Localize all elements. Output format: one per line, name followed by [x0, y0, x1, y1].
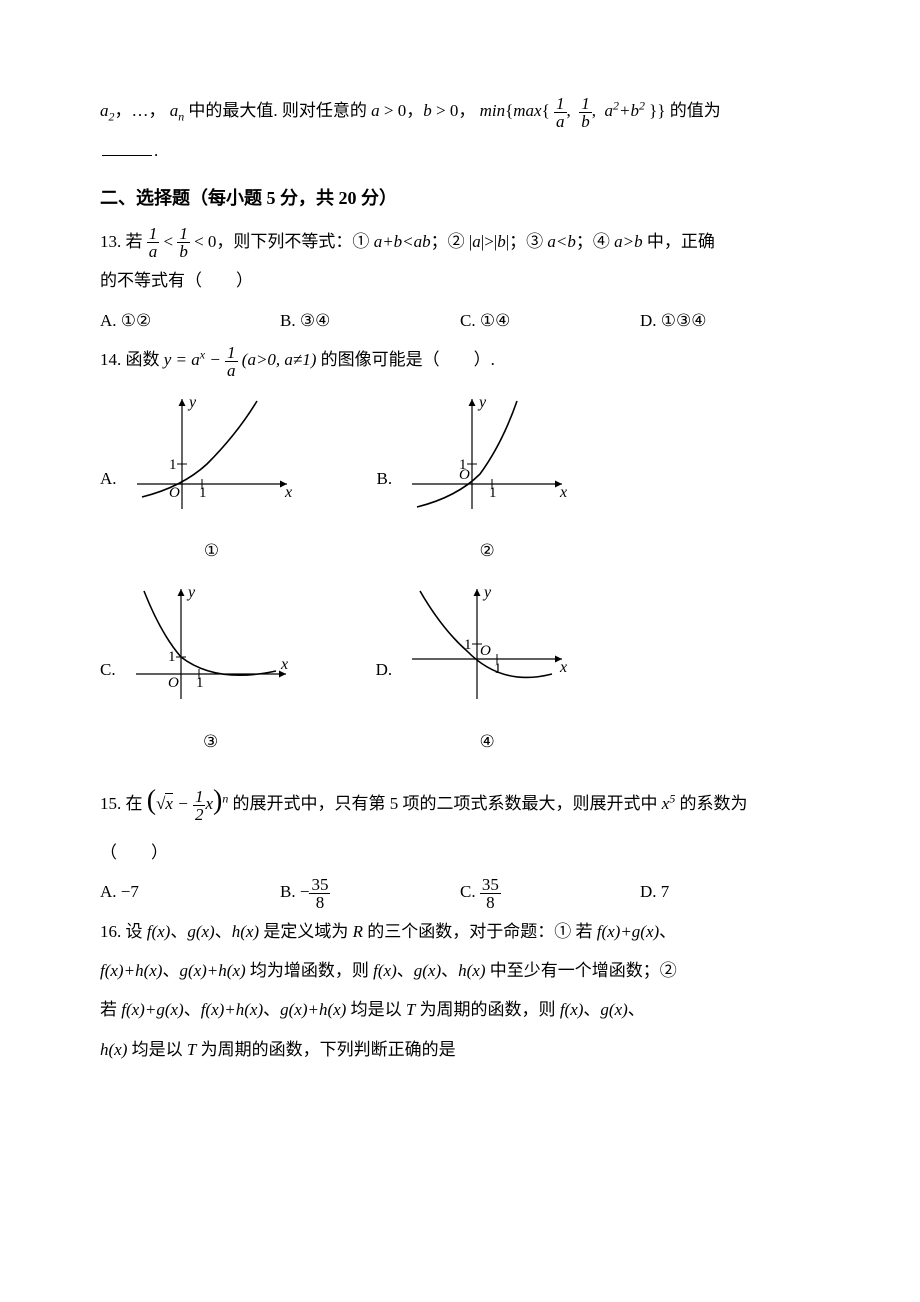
an: an: [170, 101, 184, 120]
svg-text:y: y: [482, 584, 492, 601]
svg-text:1: 1: [464, 637, 472, 653]
section-2-heading: 二、选择题（每小题 5 分，共 20 分）: [100, 179, 820, 219]
q16-l3: 若 f(x)+g(x)、f(x)+h(x)、g(x)+h(x) 均是以 T 为周…: [100, 991, 820, 1028]
q15-mid: 的展开式中，只有第 5 项的二项式系数最大，则展开式中 x5 的系数为: [233, 794, 748, 813]
q15-stem: 15. 在 (√x − 1 2 x)n 的展开式中，只有第 5 项的二项式系数最…: [100, 770, 820, 832]
q14-pre: 14. 函数: [100, 350, 160, 369]
q15-A: A. −7: [100, 873, 280, 911]
svg-text:1: 1: [494, 661, 502, 677]
prelude-blank: .: [100, 132, 820, 169]
q13-choices: A. ①② B. ③④ C. ①④ D. ①③④: [100, 302, 820, 339]
q14-svg-3: x y O 1 1: [126, 579, 296, 709]
q14-circle-1: ①: [127, 532, 297, 569]
q15-choices: A. −7 B. −358 C. 358 D. 7: [100, 873, 820, 911]
q14-label-B: B.: [377, 460, 393, 497]
q16-l4: h(x) 均是以 T 为周期的函数，下列判断正确的是: [100, 1031, 820, 1068]
q15-stem-2: （ ）: [100, 834, 820, 871]
q14-label-A: A.: [100, 460, 117, 497]
q14-fig-D: D. x y O 1 1 ④: [376, 579, 573, 760]
q15-B: B. −358: [280, 873, 460, 911]
q14-stem: 14. 函数 y = ax − 1 a (a>0, a≠1) 的图像可能是（ ）…: [100, 341, 820, 379]
svg-text:O: O: [168, 675, 179, 691]
q14-circle-2: ②: [402, 532, 572, 569]
q16-l1: 16. 设 f(x)、g(x)、h(x) 是定义域为 R 的三个函数，对于命题：…: [100, 913, 820, 950]
q14-fig-row-2: C. x y O 1 1 ③: [100, 579, 820, 760]
q13-stem: 13. 若 1 a < 1 b < 0，则下列不等式：① a+b<ab；② |a…: [100, 223, 820, 261]
q15-pre: 15. 在: [100, 794, 143, 813]
svg-text:1: 1: [489, 485, 497, 501]
svg-text:O: O: [169, 485, 180, 501]
minmax-expr: min: [480, 101, 506, 120]
q15-C: C. 358: [460, 873, 640, 911]
q15-D: D. 7: [640, 873, 820, 911]
q14-fig-C: C. x y O 1 1 ③: [100, 579, 296, 760]
svg-text:y: y: [187, 394, 197, 411]
svg-text:1: 1: [199, 485, 207, 501]
svg-text:x: x: [284, 484, 292, 501]
svg-text:1: 1: [168, 649, 176, 665]
q16-l2: f(x)+h(x)、g(x)+h(x) 均为增函数，则 f(x)、g(x)、h(…: [100, 952, 820, 989]
q14-suf: 的图像可能是（ ）.: [321, 350, 495, 369]
svg-text:x: x: [559, 484, 567, 501]
q14-svg-4: x y O 1 1: [402, 579, 572, 709]
q13-B: B. ③④: [280, 302, 460, 339]
q14-svg-1: x y O 1 1: [127, 389, 297, 519]
q14-circle-4: ④: [402, 723, 572, 760]
q13-C: C. ①④: [460, 302, 640, 339]
prelude-line: a2，…， an 中的最大值. 则对任意的 a > 0，b > 0， min{m…: [100, 92, 820, 130]
svg-text:1: 1: [196, 675, 204, 691]
q13-D: D. ①③④: [640, 302, 820, 339]
q14-label-D: D.: [376, 651, 393, 688]
svg-text:y: y: [477, 394, 487, 411]
prelude-text-1: a2: [100, 101, 114, 120]
page: a2，…， an 中的最大值. 则对任意的 a > 0，b > 0， min{m…: [0, 0, 920, 1302]
q14-fig-row-1: A. x y O 1 1 ①: [100, 389, 820, 570]
q13-A: A. ①②: [100, 302, 280, 339]
q14-fig-B: B. x y O 1 1 ②: [377, 389, 573, 570]
svg-text:x: x: [280, 656, 288, 673]
q14-circle-3: ③: [126, 723, 296, 760]
q14-fig-A: A. x y O 1 1 ①: [100, 389, 297, 570]
q14-label-C: C.: [100, 651, 116, 688]
svg-text:1: 1: [169, 457, 177, 473]
svg-text:x: x: [559, 659, 567, 676]
q14-svg-2: x y O 1 1: [402, 389, 572, 519]
answer-blank: [102, 155, 152, 156]
svg-text:y: y: [186, 584, 196, 601]
q13-pre: 13. 若: [100, 232, 143, 251]
q13-stem-2: 的不等式有（ ）: [100, 262, 820, 299]
svg-text:O: O: [480, 643, 491, 659]
svg-text:1: 1: [459, 457, 467, 473]
